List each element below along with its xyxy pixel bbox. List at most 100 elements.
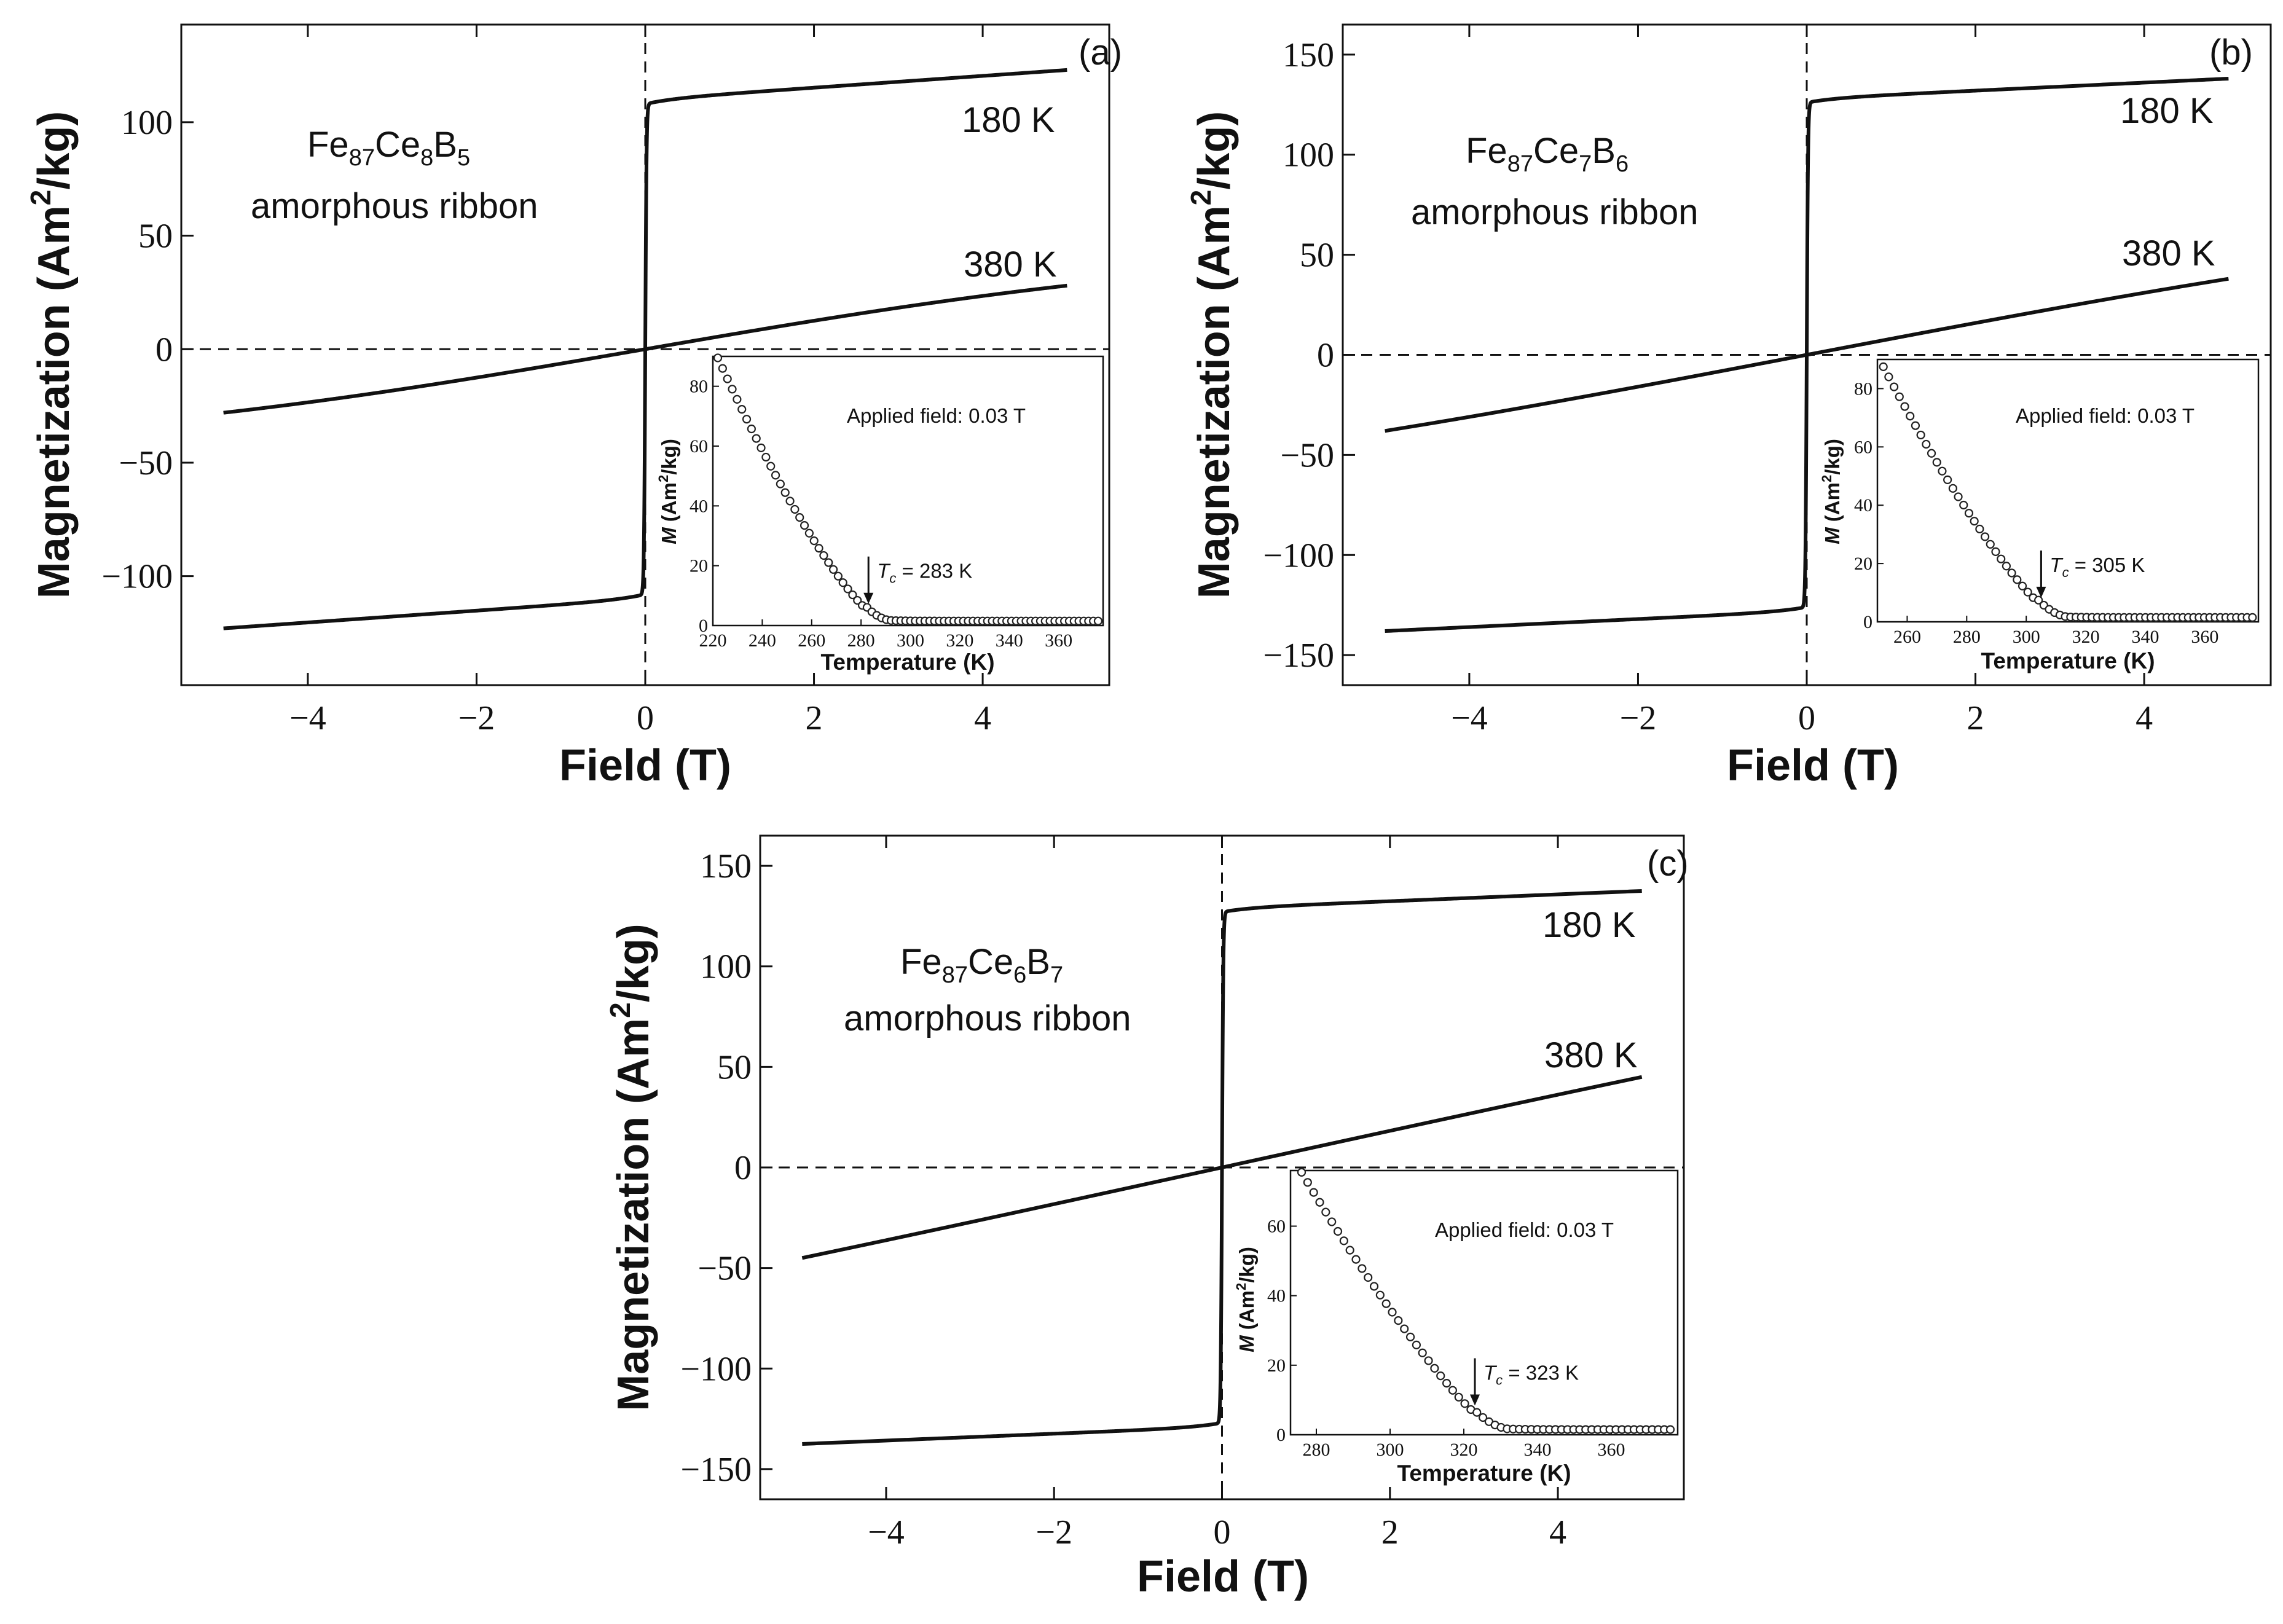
panel-a-inset-frame xyxy=(712,355,1104,627)
panel-c-y-tick-label: 50 xyxy=(717,1048,752,1086)
panel-c-inset-data-point xyxy=(1424,1356,1433,1365)
panel-b-inset-y-ticks: 0 20 40 60 80 xyxy=(1854,379,1884,632)
panel-c-inset-data-point xyxy=(1436,1371,1445,1381)
panel-b-inset-data-point xyxy=(1884,372,1893,382)
panel-a-inset-data-point xyxy=(848,590,857,600)
panel-a-inset-data-point xyxy=(771,471,780,480)
panel-b-inset-x-tick-label: 300 xyxy=(2013,627,2040,647)
panel-b-inset-y-tick-label: 40 xyxy=(1854,495,1872,516)
panel-b-inset-data-point xyxy=(1895,392,1904,401)
panel-a-inset-data-point xyxy=(809,536,819,546)
panel-a: −4 −2 0 2 4 −100 −50 0 50 100 (a) 180 K 380 K Fe… xyxy=(25,23,1122,790)
panel-b-inset-y-tick-label: 20 xyxy=(1854,554,1872,574)
panel-b-curve-380k xyxy=(1384,277,2230,433)
panel-c-y-tick-label: −50 xyxy=(697,1250,752,1288)
panel-b-y-tick-label: −50 xyxy=(1280,436,1334,474)
panel-a-inset-field-text: Applied field: 0.03 T xyxy=(847,404,1026,427)
panel-a-inset-data-point xyxy=(747,424,756,434)
panel-b-tc-arrow-head xyxy=(2036,586,2046,598)
panel-a-inset-data-point xyxy=(761,452,771,462)
panel-c-inset-data-point xyxy=(1315,1198,1324,1207)
panel-c-x-tick-label: 0 xyxy=(1214,1513,1231,1551)
panel-a-y-axis-title: Magnetization (Am2/kg) xyxy=(25,111,79,599)
panel-c-inset-data-point xyxy=(1339,1236,1348,1245)
panel-a-curves xyxy=(222,68,1068,630)
panel-c-tc-label: Tc = 323 K xyxy=(1483,1362,1579,1388)
panel-c-inset-data-point xyxy=(1351,1255,1361,1264)
panel-b-inset-data-point xyxy=(2023,587,2032,597)
panel-a-y-tick-label: 100 xyxy=(121,104,173,142)
panel-b-inset-x-axis-title: Temperature (K) xyxy=(1981,648,2155,673)
panel-b-y-tick-label: 0 xyxy=(1317,337,1334,375)
panel-c-inset-data-point xyxy=(1321,1207,1330,1217)
panel-a-inset-data-point xyxy=(1093,616,1103,626)
panel-a-inset-x-ticks: 220 240 260 280 300 320 340 360 xyxy=(699,619,1072,651)
panel-a-sample-formula: Fe87Ce8B5 xyxy=(307,125,470,171)
panel-b-inset-data-point xyxy=(1991,547,2000,556)
panel-c-x-tick-label: −2 xyxy=(1035,1513,1072,1551)
panel-a-y-tick-label: 0 xyxy=(155,331,173,369)
panel-c-inset-x-axis-title: Temperature (K) xyxy=(1397,1461,1571,1486)
panel-a-inset-data-point xyxy=(742,415,752,424)
panel-c-inset-data-point xyxy=(1400,1324,1409,1333)
panel-c-inset-frame xyxy=(1289,1169,1679,1436)
panel-c-inset-data-point xyxy=(1364,1273,1373,1282)
panel-b-y-tick-label: 100 xyxy=(1283,136,1334,175)
panel-b-y-ticks: −150 −100 −50 0 50 100 150 xyxy=(1263,36,1355,675)
panel-c-x-tick-label: −4 xyxy=(868,1513,905,1551)
panel-a-inset-curve xyxy=(713,353,1103,626)
panel-a-inset-data-point xyxy=(713,353,723,363)
panel-c-sample-description: amorphous ribbon xyxy=(844,998,1131,1038)
panel-a-inset-data-point xyxy=(843,584,852,594)
panel-a-x-tick-label: 4 xyxy=(974,699,991,737)
panel-a-inset-data-point xyxy=(853,595,862,605)
panel-b-inset-y-tick-label: 0 xyxy=(1863,612,1872,632)
panel-b-series-380k-label: 380 K xyxy=(2122,233,2215,273)
panel-b-inset-data-point xyxy=(1906,412,1915,421)
panel-c-inset-y-tick-label: 40 xyxy=(1267,1286,1286,1306)
panel-a-inset-y-tick-label: 40 xyxy=(690,496,708,516)
panel-b-inset-x-ticks: 260 280 300 320 340 360 xyxy=(1893,616,2218,647)
panel-c-inset-x-tick-label: 300 xyxy=(1377,1440,1404,1460)
panel-a-inset-x-tick-label: 360 xyxy=(1045,630,1072,651)
panel-b-inset-data-point xyxy=(1938,466,1947,476)
panel-b-inset-data-point xyxy=(2002,562,2011,571)
panel-b-y-tick-label: 150 xyxy=(1283,36,1334,74)
panel-b-inset-data-point xyxy=(1943,475,1952,485)
panel-a-inset-data-point xyxy=(814,544,823,553)
panel-b-inset-data-point xyxy=(1954,492,1963,501)
panel-b-inset-data-point xyxy=(1932,458,1941,467)
panel-b-inset-y-tick-label: 80 xyxy=(1854,379,1872,399)
panel-c-tc-arrow-head xyxy=(1470,1394,1480,1406)
panel-b-x-axis-title: Field (T) xyxy=(1727,741,1899,790)
panel-a-inset-data-point xyxy=(766,461,776,471)
panel-c-inset-data-point xyxy=(1381,1299,1391,1308)
panel-a-x-tick-label: −4 xyxy=(289,699,326,737)
panel-b-x-tick-label: 0 xyxy=(1798,699,1815,737)
panel-a-sample-description: amorphous ribbon xyxy=(251,186,538,226)
panel-a-y-tick-label: −50 xyxy=(119,444,173,482)
panel-c-inset: 280 300 320 340 360 0 20 40 60 Applied field: 0… xyxy=(1233,1167,1679,1486)
panel-c-x-tick-label: 2 xyxy=(1381,1513,1399,1551)
panel-a-inset-data-point xyxy=(723,374,732,383)
panel-c-inset-y-axis-title: M (Am2/kg) xyxy=(1233,1247,1258,1352)
panel-c-x-ticks: −4 −2 0 2 4 xyxy=(868,836,1566,1551)
panel-c-inset-data-point xyxy=(1369,1282,1379,1291)
panel-b-y-axis-title: Magnetization (Am2/kg) xyxy=(1185,111,1239,599)
panel-c-x-axis-title: Field (T) xyxy=(1137,1552,1309,1601)
panel-c-y-tick-label: 100 xyxy=(700,948,752,986)
panel-a-inset-y-tick-label: 80 xyxy=(690,377,708,397)
panel-a-inset-y-tick-label: 0 xyxy=(699,616,708,636)
panel-b-label: (b) xyxy=(2209,33,2253,73)
panel-c-inset-curve xyxy=(1297,1167,1675,1434)
panel-c-sample-formula: Fe87Ce6B7 xyxy=(900,942,1063,988)
panel-b-inset-x-tick-label: 280 xyxy=(1953,627,1981,647)
panel-a-inset-data-point xyxy=(838,578,847,587)
panel-c-series-380k-label: 380 K xyxy=(1544,1035,1638,1075)
panel-c-inset-data-point xyxy=(1358,1264,1367,1273)
panel-a-inset-x-tick-label: 320 xyxy=(946,630,973,651)
panel-b-y-tick-label: −100 xyxy=(1263,536,1334,575)
panel-b-tc-label: Tc = 305 K xyxy=(2049,554,2145,580)
panel-c-inset-data-point xyxy=(1394,1316,1403,1325)
